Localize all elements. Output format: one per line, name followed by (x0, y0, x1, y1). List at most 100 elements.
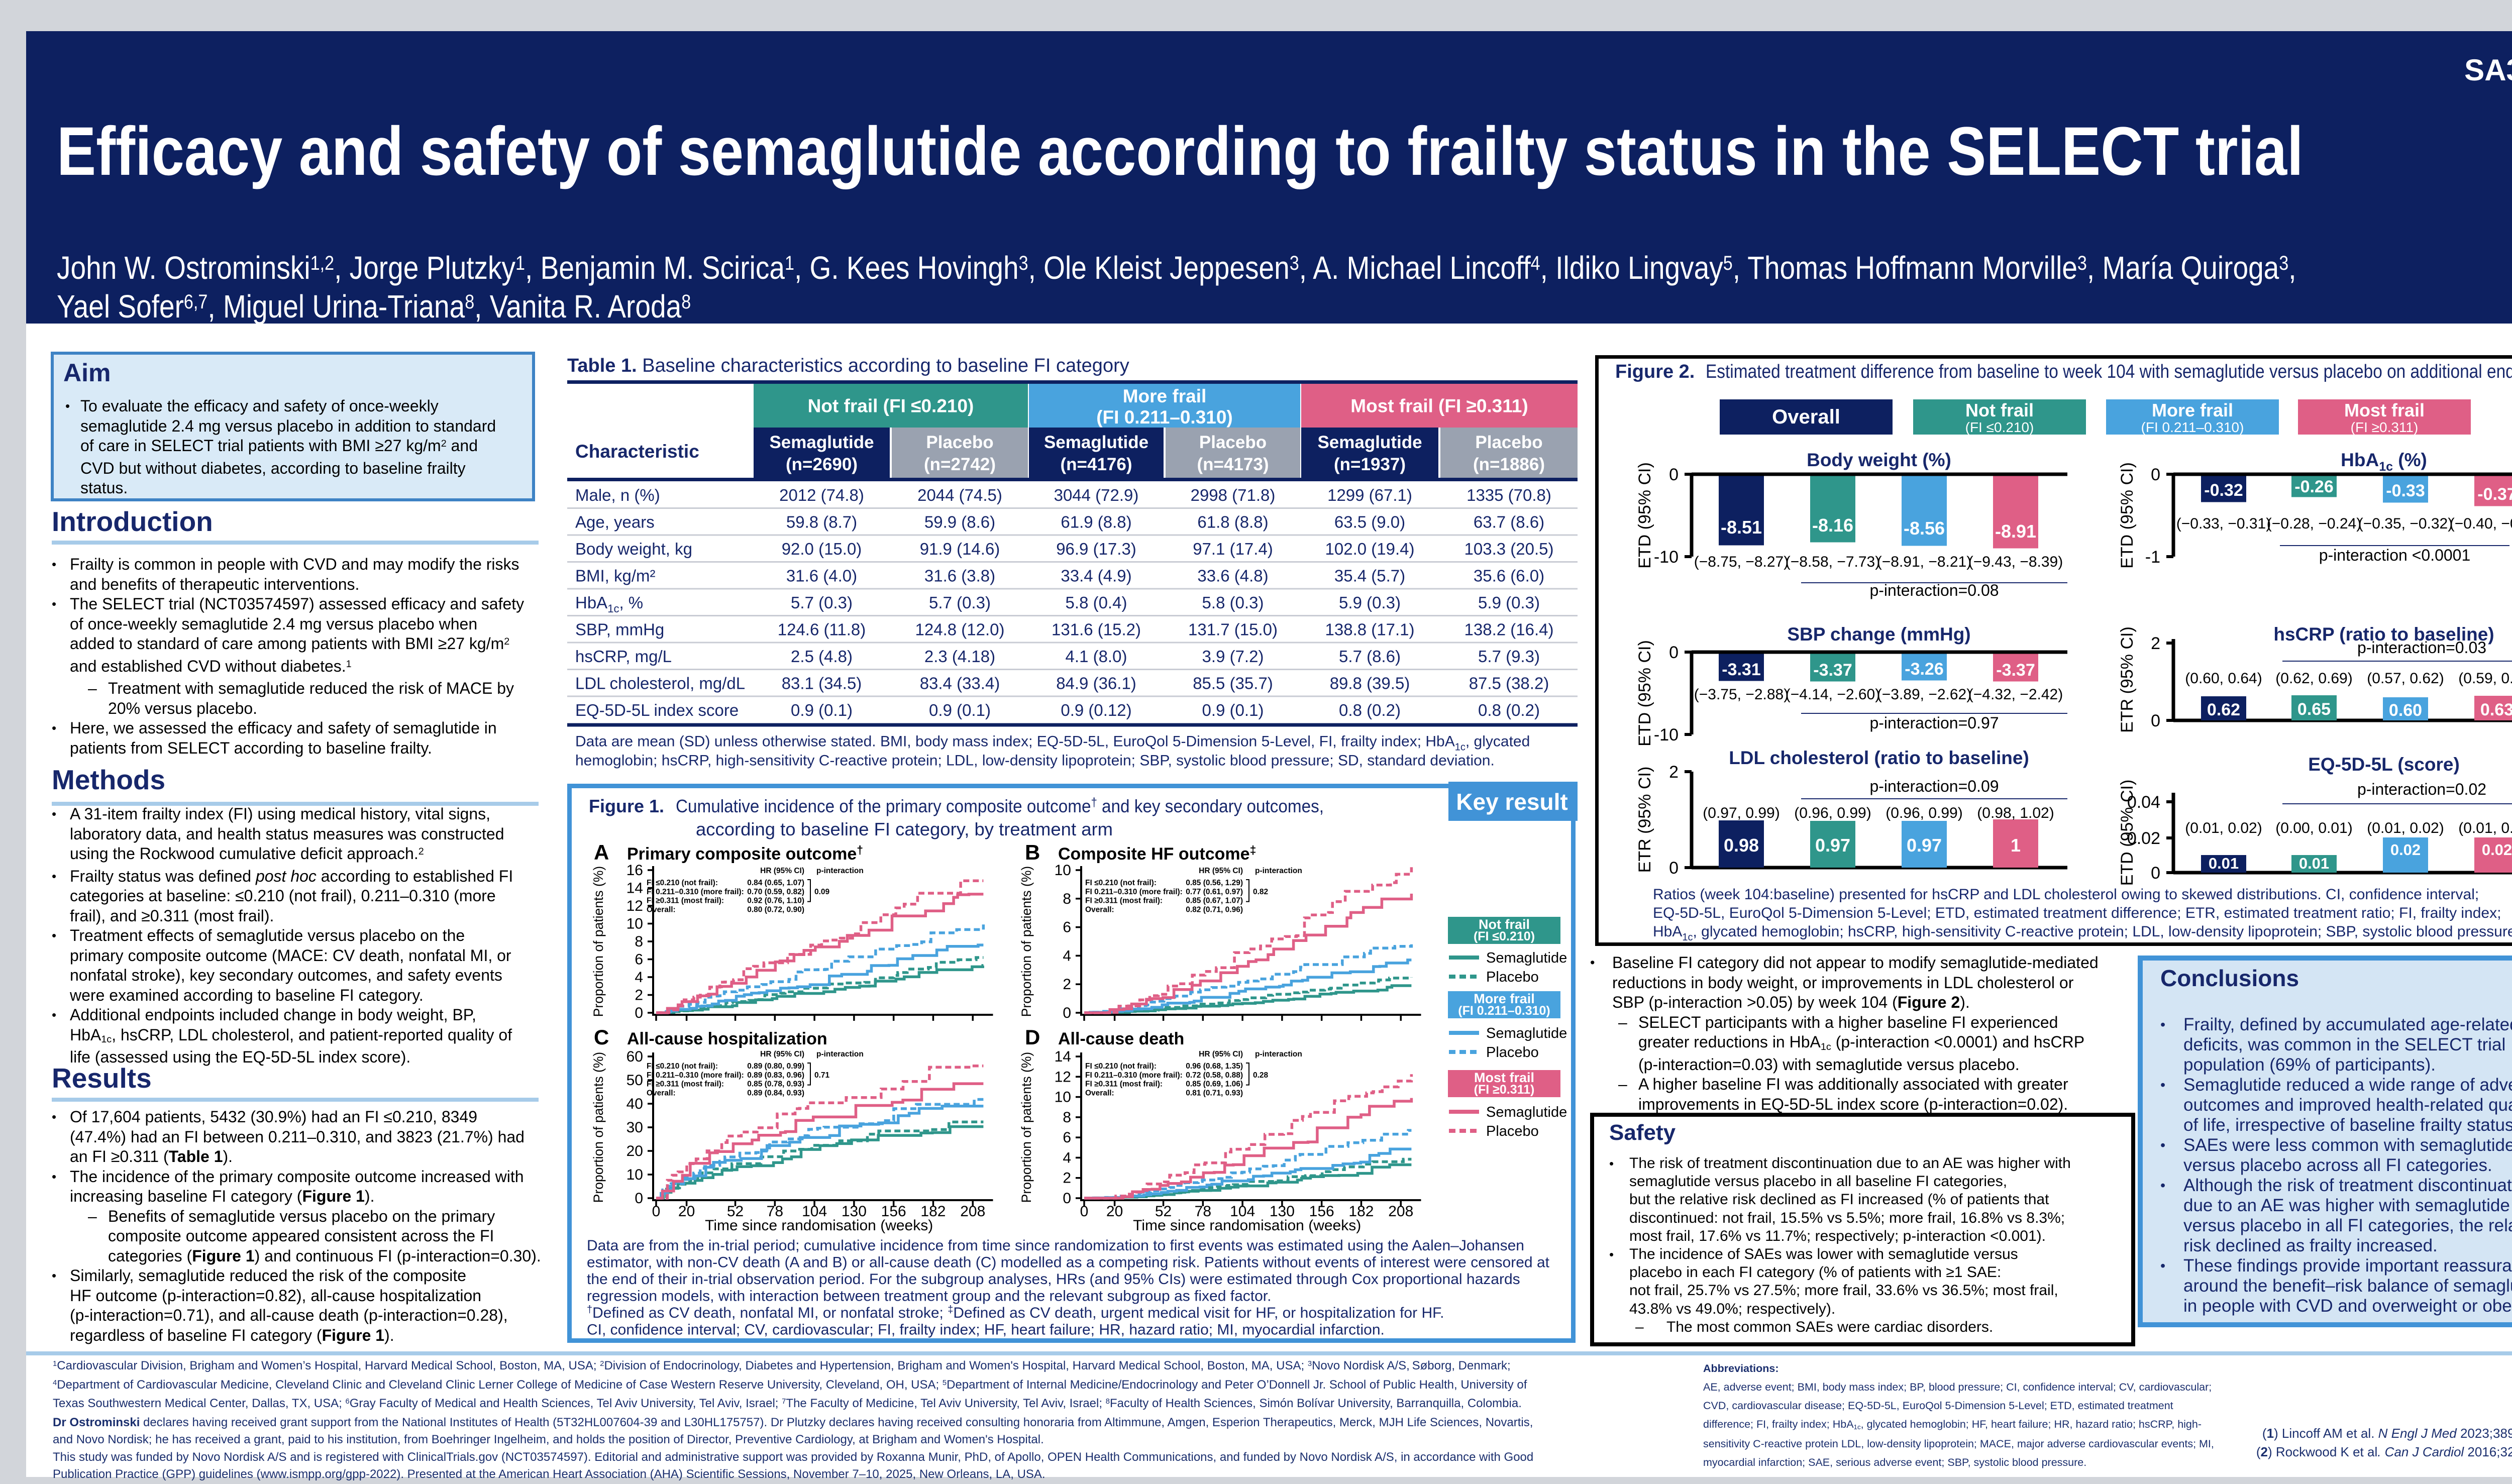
svg-text:Overall:: Overall: (1085, 1089, 1114, 1097)
svg-text:Primary composite outcome†: Primary composite outcome† (627, 843, 863, 864)
svg-text:5.7 (9.3): 5.7 (9.3) (1478, 647, 1540, 666)
svg-text:p-interaction: p-interaction (1255, 1050, 1302, 1058)
svg-text:0.97: 0.97 (1907, 835, 1942, 856)
svg-text:More frail: More frail (1123, 386, 1207, 406)
svg-text:78: 78 (1195, 1203, 1211, 1220)
svg-text:31.6 (3.8): 31.6 (3.8) (924, 566, 995, 585)
svg-text:104: 104 (802, 1203, 827, 1220)
svg-text:ETR (95% CI): ETR (95% CI) (1635, 767, 1654, 873)
svg-text:(0.01, 0.02): (0.01, 0.02) (2367, 820, 2444, 836)
svg-text:5.7 (0.3): 5.7 (0.3) (929, 593, 991, 612)
svg-text:10: 10 (1055, 1089, 1071, 1106)
svg-text:0.71: 0.71 (814, 1071, 830, 1080)
svg-text:Characteristic: Characteristic (575, 441, 699, 462)
svg-text:8: 8 (1063, 891, 1071, 907)
svg-text:0.60: 0.60 (2389, 701, 2422, 720)
svg-text:182: 182 (920, 1203, 946, 1220)
svg-text:2: 2 (2151, 634, 2160, 653)
svg-text:HbA1c, %: HbA1c, % (575, 593, 643, 615)
svg-text:estimator, with non-CV death (: estimator, with non-CV death (A and B) o… (587, 1254, 1550, 1271)
svg-text:0.82 (0.71, 0.96): 0.82 (0.71, 0.96) (1186, 905, 1243, 914)
svg-text:0.62: 0.62 (2207, 700, 2240, 719)
svg-text:Placebo: Placebo (1486, 969, 1539, 985)
svg-text:2: 2 (1063, 1170, 1071, 1187)
svg-text:Male, n (%): Male, n (%) (575, 486, 660, 504)
svg-text:(−8.91, −8.21): (−8.91, −8.21) (1877, 554, 1971, 570)
svg-text:12: 12 (626, 898, 643, 914)
svg-text:0: 0 (1669, 859, 1679, 878)
svg-text:0.98: 0.98 (1724, 835, 1759, 856)
svg-text:Semaglutide: Semaglutide (1486, 1104, 1567, 1120)
svg-text:(0.96, 0.99): (0.96, 0.99) (1794, 805, 1871, 821)
svg-text:0.9 (0.12): 0.9 (0.12) (1061, 701, 1131, 719)
svg-text:6: 6 (635, 951, 643, 968)
svg-text:B: B (1025, 840, 1040, 864)
svg-text:78: 78 (767, 1203, 783, 1220)
svg-text:59.8 (8.7): 59.8 (8.7) (786, 512, 857, 531)
svg-text:(n=2690): (n=2690) (786, 455, 858, 474)
svg-text:3.9 (7.2): 3.9 (7.2) (1202, 647, 1264, 666)
svg-text:(−3.75, −2.88): (−3.75, −2.88) (1694, 686, 1789, 703)
svg-text:HbA1c, glycated hemoglobin; hs: HbA1c, glycated hemoglobin; hsCRP, high-… (1653, 923, 2512, 943)
svg-text:Proportion of patients (%): Proportion of patients (%) (591, 1052, 606, 1203)
svg-text:-8.56: -8.56 (1904, 518, 1945, 539)
svg-text:0.97: 0.97 (1815, 835, 1850, 856)
svg-text:Semaglutide: Semaglutide (1044, 433, 1148, 452)
svg-text:33.4 (4.9): 33.4 (4.9) (1061, 566, 1131, 585)
svg-text:FI ≥0.311 (most frail):: FI ≥0.311 (most frail): (1085, 897, 1163, 905)
svg-text:35.4 (5.7): 35.4 (5.7) (1334, 566, 1405, 585)
svg-text:0: 0 (2151, 711, 2160, 730)
svg-text:Not frail (FI ≤0.210): Not frail (FI ≤0.210) (808, 396, 974, 416)
svg-text:61.8 (8.8): 61.8 (8.8) (1197, 512, 1268, 531)
svg-text:HR (95% CI): HR (95% CI) (760, 867, 804, 875)
svg-text:0.89 (0.83, 0.96): 0.89 (0.83, 0.96) (747, 1071, 804, 1080)
svg-text:Time since randomisation (week: Time since randomisation (weeks) (1133, 1217, 1361, 1234)
svg-text:31.6 (4.0): 31.6 (4.0) (786, 566, 857, 585)
svg-text:83.1 (34.5): 83.1 (34.5) (782, 674, 862, 692)
svg-text:More frail: More frail (1474, 991, 1535, 1006)
svg-text:ETD (95% CI): ETD (95% CI) (1635, 640, 1654, 747)
svg-text:(0.62, 0.69): (0.62, 0.69) (2275, 670, 2352, 687)
svg-text:(FI ≥0.311): (FI ≥0.311) (2351, 419, 2419, 435)
svg-text:138.8 (17.1): 138.8 (17.1) (1325, 620, 1415, 639)
svg-text:D: D (1025, 1025, 1040, 1049)
svg-text:-10: -10 (1654, 725, 1679, 745)
svg-text:2012 (74.8): 2012 (74.8) (779, 486, 864, 504)
svg-text:Cumulative incidence of the pr: Cumulative incidence of the primary comp… (676, 796, 1324, 816)
svg-text:63.5 (9.0): 63.5 (9.0) (1334, 512, 1405, 531)
svg-text:208: 208 (1388, 1203, 1413, 1220)
svg-text:ETD (95% CI): ETD (95% CI) (2118, 780, 2137, 886)
svg-text:2.3 (4.18): 2.3 (4.18) (924, 647, 995, 666)
svg-text:(0.57, 0.62): (0.57, 0.62) (2367, 670, 2444, 687)
svg-text:Ratios (week 104:baseline) pre: Ratios (week 104:baseline) presented for… (1653, 886, 2479, 903)
svg-text:hsCRP (ratio to baseline): hsCRP (ratio to baseline) (2273, 624, 2494, 645)
svg-text:0.02: 0.02 (2482, 841, 2512, 859)
svg-text:Figure 2.: Figure 2. (1615, 361, 1695, 382)
svg-text:Semaglutide: Semaglutide (769, 433, 874, 452)
svg-text:4.1 (8.0): 4.1 (8.0) (1066, 647, 1127, 666)
svg-text:(n=1886): (n=1886) (1473, 455, 1545, 474)
svg-text:0.84 (0.65, 1.07): 0.84 (0.65, 1.07) (747, 879, 804, 887)
svg-text:FI 0.211–0.310 (more frail):: FI 0.211–0.310 (more frail): (1085, 888, 1183, 896)
svg-text:(FI 0.211–0.310): (FI 0.211–0.310) (1458, 1004, 1550, 1018)
svg-text:0: 0 (635, 1190, 643, 1207)
svg-text:regression models, with intera: regression models, with interaction betw… (587, 1288, 1271, 1305)
svg-text:0.85 (0.78, 0.93): 0.85 (0.78, 0.93) (747, 1080, 804, 1089)
svg-text:103.3 (20.5): 103.3 (20.5) (1464, 540, 1554, 558)
svg-text:(n=4176): (n=4176) (1061, 455, 1132, 474)
svg-text:FI ≤0.210 (not frail):: FI ≤0.210 (not frail): (1085, 1062, 1157, 1071)
svg-text:ETD (95% CI): ETD (95% CI) (1635, 462, 1654, 569)
svg-text:-0.37: -0.37 (2477, 485, 2512, 504)
svg-text:2998 (71.8): 2998 (71.8) (1191, 486, 1276, 504)
svg-text:20: 20 (678, 1203, 695, 1220)
svg-text:Most frail (FI ≥0.311): Most frail (FI ≥0.311) (1350, 396, 1528, 416)
svg-text:0.01: 0.01 (2209, 855, 2239, 872)
svg-text:p-interaction=0.08: p-interaction=0.08 (1869, 581, 1999, 599)
svg-text:Proportion of patients (%): Proportion of patients (%) (1019, 1052, 1034, 1203)
svg-text:0.8 (0.2): 0.8 (0.2) (1478, 701, 1540, 719)
svg-text:102.0 (19.4): 102.0 (19.4) (1325, 540, 1415, 558)
svg-text:(−0.35, −0.32): (−0.35, −0.32) (2358, 515, 2453, 532)
svg-text:0.9 (0.1): 0.9 (0.1) (929, 701, 991, 719)
svg-text:(−3.89, −2.62): (−3.89, −2.62) (1877, 686, 1971, 703)
svg-text:35.6 (6.0): 35.6 (6.0) (1474, 566, 1544, 585)
